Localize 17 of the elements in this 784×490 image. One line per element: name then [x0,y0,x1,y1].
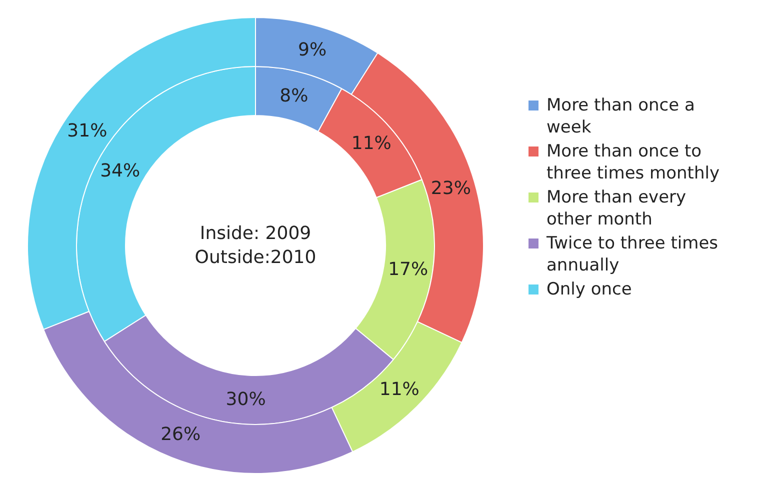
data-label: 23% [430,178,471,200]
data-label: 30% [226,389,266,410]
text: Outside:2010 [194,247,316,268]
data-label: 17% [388,259,428,280]
legend-label: More than once to three times monthly [546,142,720,184]
legend-label: Only once [546,280,632,300]
data-label: 11% [379,378,420,400]
data-label: 26% [160,424,201,446]
legend-label: More than every other month [546,188,686,230]
data-label: 34% [100,160,140,182]
data-label: 9% [298,40,327,61]
text: Inside: 2009 [200,223,312,244]
legend-label: Twice to three times annually [546,234,718,276]
data-label: 11% [351,132,392,154]
data-label: 31% [67,120,108,142]
data-label: 8% [280,85,308,106]
legend-label: More than once a week [546,96,695,138]
